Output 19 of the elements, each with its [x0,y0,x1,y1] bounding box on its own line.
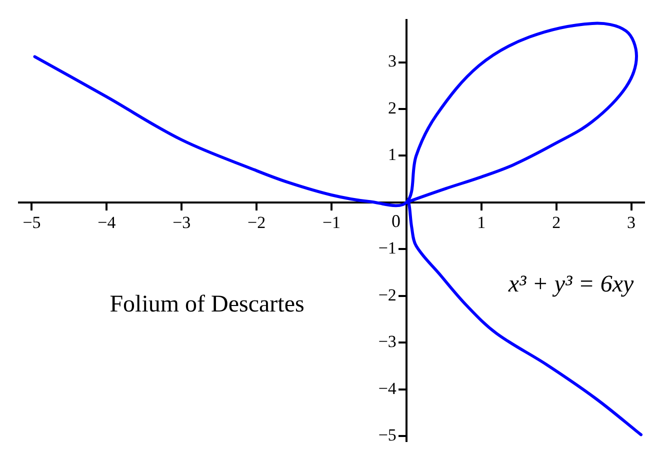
y-tick-label: 3 [388,52,396,71]
x-tick-label: −2 [248,213,266,232]
annotation: x³ + y³ = 6xy [507,271,634,298]
annotation: Folium of Descartes [110,291,304,318]
x-tick-label: −4 [98,213,116,232]
x-tick-label: −1 [322,213,341,232]
y-tick-label: 1 [388,145,396,164]
y-tick-label: 2 [388,98,396,118]
y-tick-label: −4 [378,378,397,398]
y-tick-label: −5 [378,426,396,445]
x-tick-label: 1 [477,213,486,232]
x-tick-label: 2 [552,213,561,232]
y-tick-label: −3 [378,332,396,352]
x-tick-label: 3 [627,213,636,232]
x-tick-label: −3 [172,213,191,232]
y-tick-label: −1 [378,238,396,258]
x-tick-label: 0 [391,211,400,232]
y-tick-label: −2 [378,285,396,304]
x-tick-label: −5 [22,213,41,232]
